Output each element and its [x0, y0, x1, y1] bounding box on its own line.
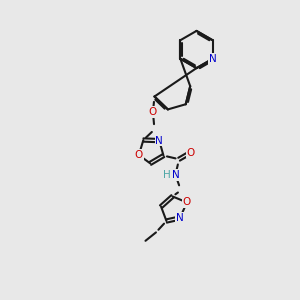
Text: N: N — [209, 54, 217, 64]
Text: O: O — [149, 107, 157, 117]
Text: N: N — [172, 170, 179, 180]
Text: O: O — [186, 148, 195, 158]
Text: O: O — [135, 150, 143, 160]
Text: N: N — [176, 213, 184, 223]
Text: O: O — [183, 197, 191, 207]
Text: N: N — [155, 136, 163, 146]
Text: H: H — [163, 170, 170, 180]
